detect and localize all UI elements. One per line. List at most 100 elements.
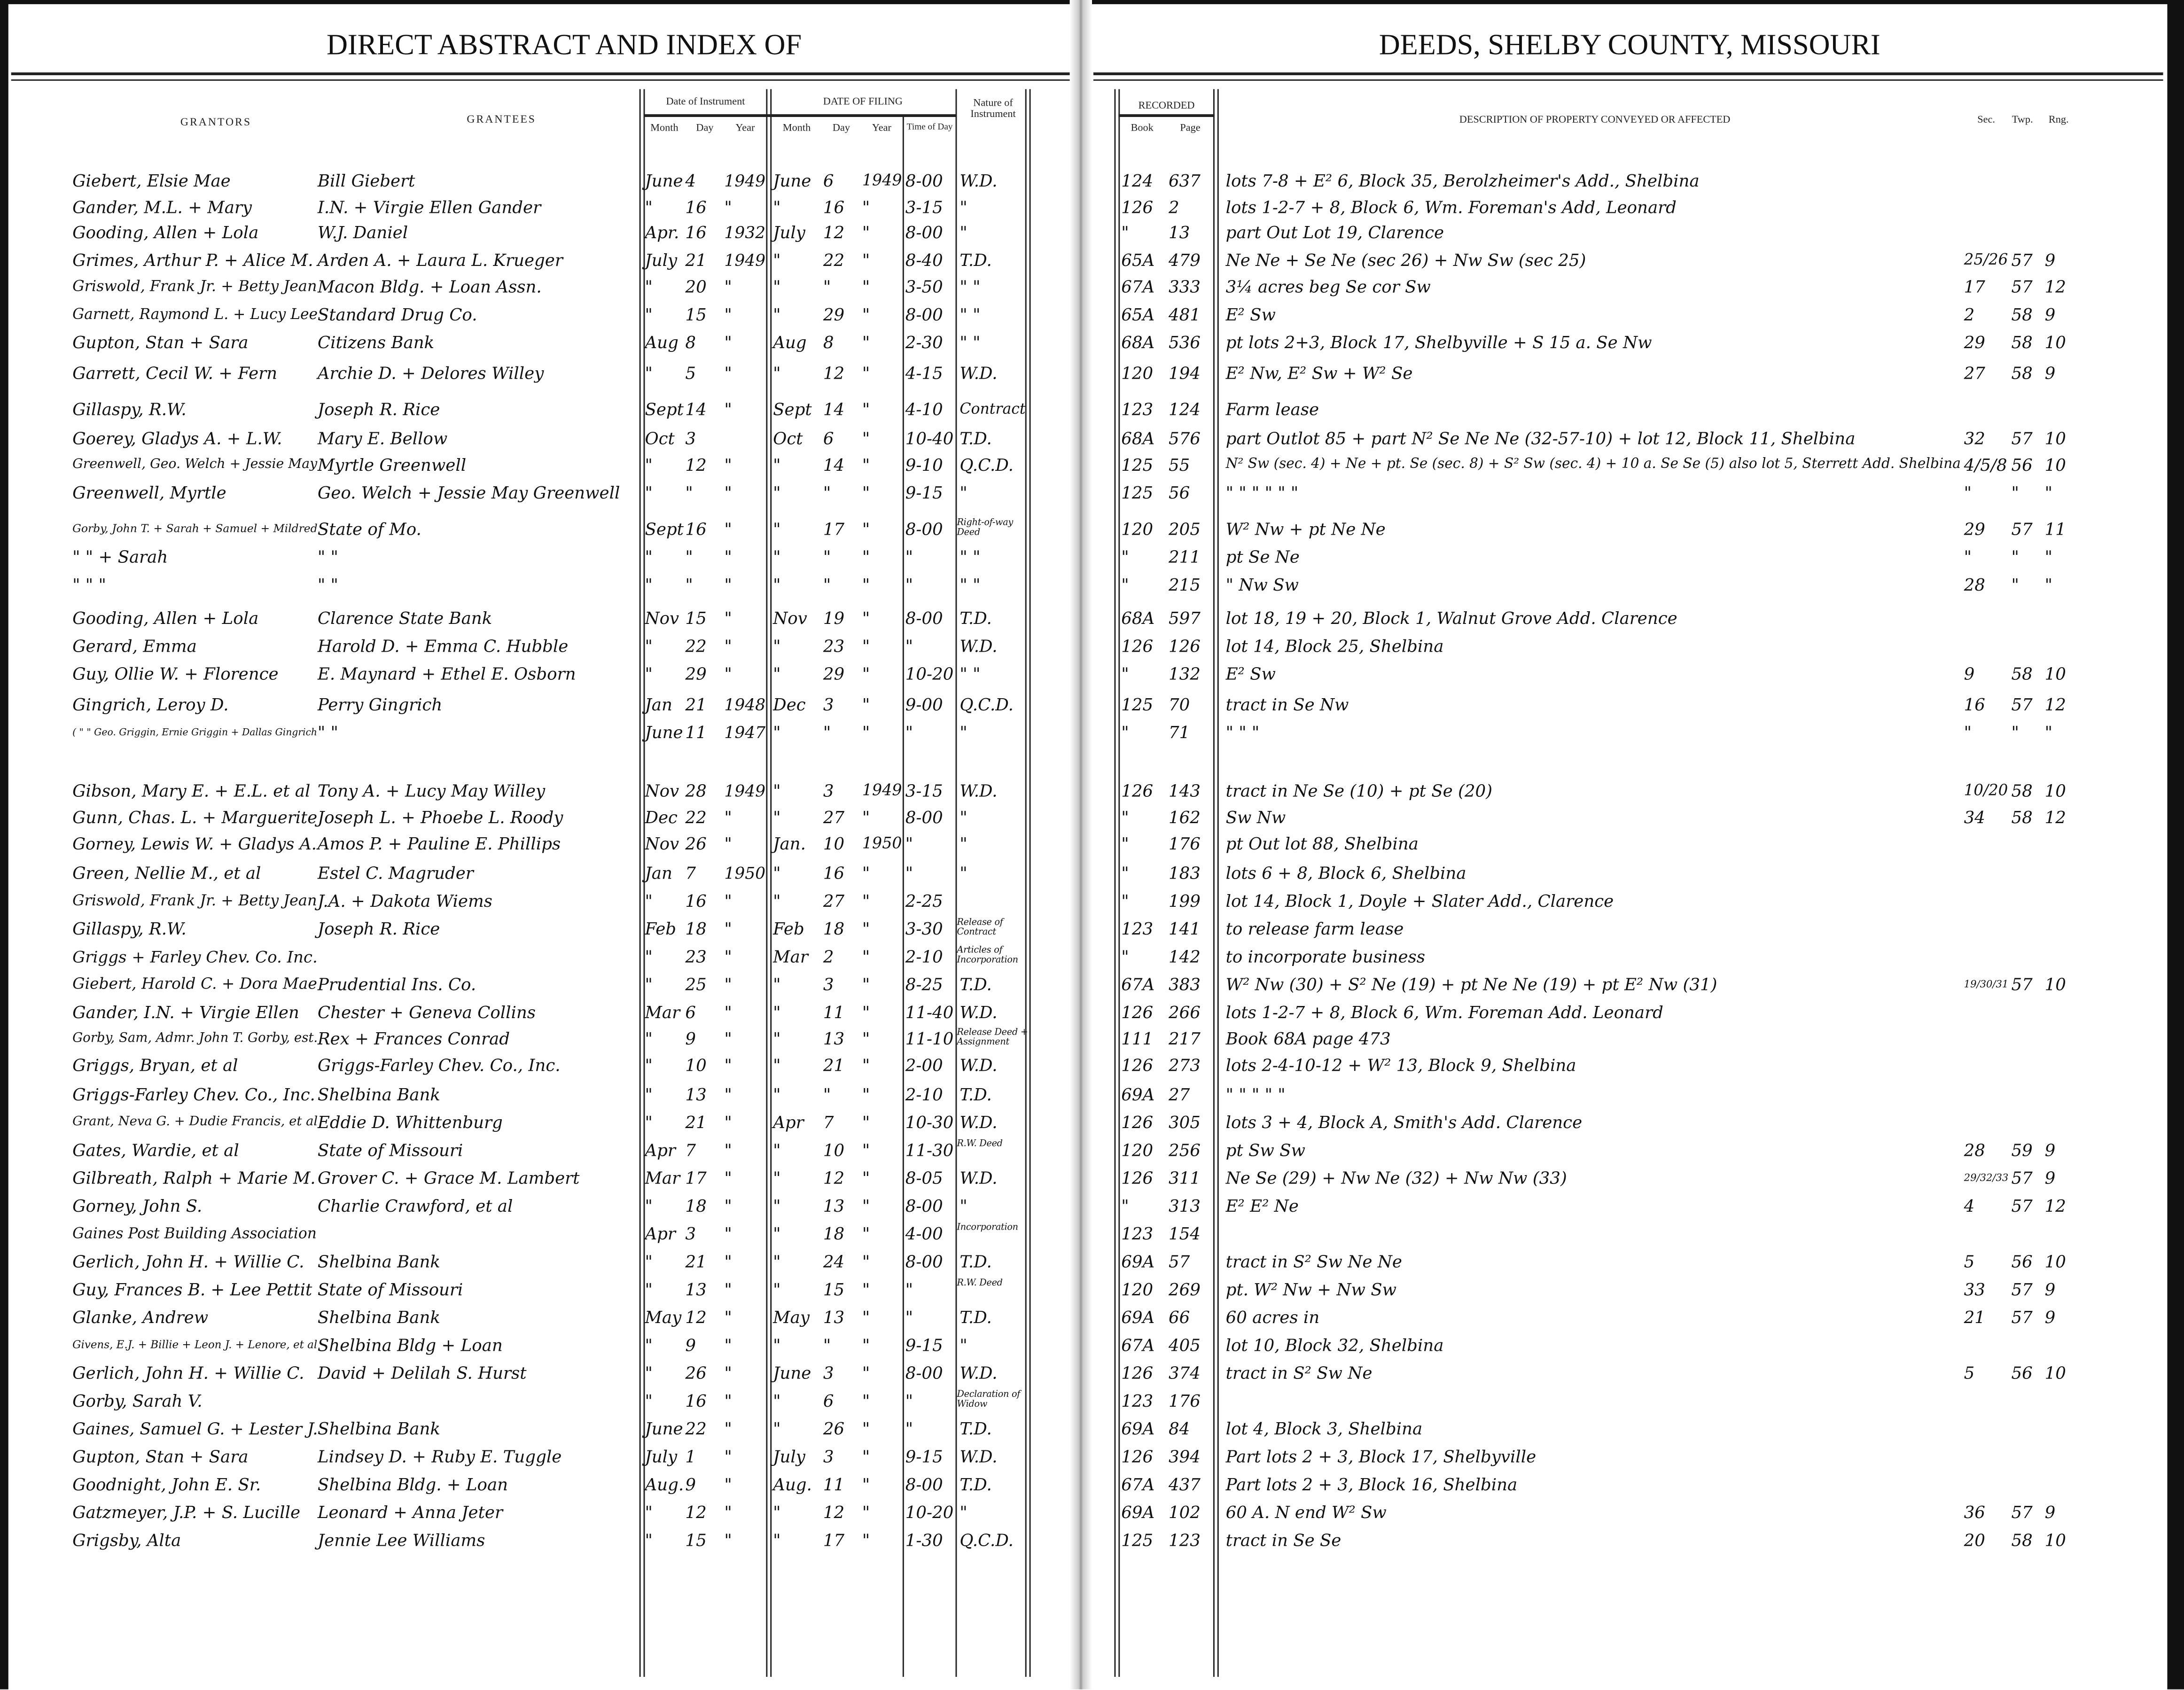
instrument-day-cell: 16: [685, 1391, 707, 1411]
description-cell: E² Nw, E² Sw + W² Se: [1225, 363, 1413, 383]
grantor-cell: Grant, Neva G. + Dudie Francis, et al: [72, 1114, 318, 1130]
table-row: Gander, M.L. + Mary I.N. + Virgie Ellen G…: [0, 194, 2184, 221]
twp-cell: 58: [2011, 363, 2033, 383]
nature-cell: T.D.: [959, 608, 992, 628]
sec-cell: [1964, 167, 2009, 195]
page-cell: 394: [1169, 1447, 1201, 1467]
page-cell: 269: [1169, 1280, 1201, 1300]
table-row: Griggs-Farley Chev. Co., Inc. Shelbina Ba…: [0, 1081, 2184, 1108]
rng-cell: 10: [2044, 664, 2066, 684]
nature-cell: R.W. Deed: [957, 1277, 1003, 1288]
filing-year-cell: ": [862, 808, 870, 827]
filing-day-cell: ": [823, 723, 831, 742]
page-cell: 141: [1169, 919, 1201, 939]
instrument-day-cell: ": [685, 547, 693, 567]
rng-cell: 9: [2044, 250, 2056, 271]
table-row: Gillaspy, R.W. Joseph R. Rice Feb 18 " Feb 18 "…: [0, 915, 2184, 943]
title-rule: [11, 79, 1070, 81]
instrument-month-cell: Mar: [645, 1168, 680, 1188]
filing-day-cell: 17: [823, 519, 845, 539]
grantee-cell: Myrtle Greenwell: [317, 455, 467, 475]
description-cell: to release farm lease: [1225, 919, 1404, 939]
book-cell: 67A: [1121, 1475, 1155, 1495]
filing-day-cell: 13: [823, 1308, 845, 1327]
grantor-cell: Gillaspy, R.W.: [72, 399, 187, 420]
table-row: Guy, Frances B. + Lee Pettit State of Mis…: [0, 1276, 2184, 1303]
instrument-month-cell: ": [645, 197, 653, 218]
time-of-day-cell: ": [905, 636, 913, 656]
page-cell: 132: [1169, 664, 1201, 684]
grantor-cell: Gorby, Sarah V.: [72, 1391, 203, 1411]
nature-cell: T.D.: [959, 429, 992, 449]
grantor-cell: Gibson, Mary E. + E.L. et al: [72, 781, 311, 801]
filing-year-cell: ": [862, 547, 870, 567]
nature-cell: ": [959, 863, 967, 883]
book-cell: 126: [1121, 636, 1154, 656]
date-of-instrument-header: Date of Instrument: [666, 94, 745, 108]
time-of-day-cell: 4-10: [905, 399, 943, 420]
twp-cell: [2011, 1051, 2042, 1079]
grantee-cell: Joseph R. Rice: [317, 919, 440, 939]
filing-year-cell: ": [862, 519, 870, 539]
sec-cell: 4/5/8: [1964, 455, 2007, 475]
filing-year-cell: ": [862, 1335, 870, 1355]
description-cell: pt Out lot 88, Shelbina: [1225, 834, 1419, 854]
grantor-cell: Gunn, Chas. L. + Marguerite: [72, 808, 318, 827]
instrument-month-cell: ": [645, 636, 653, 656]
grantee-cell: Joseph L. + Phoebe L. Roody: [317, 808, 563, 827]
instrument-year-cell: ": [724, 1029, 732, 1049]
filing-month-cell: ": [773, 575, 781, 595]
filing-month-cell: Jan.: [773, 834, 806, 854]
filing-month-cell: July: [773, 1447, 805, 1467]
instrument-month-cell: July: [645, 1447, 678, 1467]
table-row: Gaines Post Building Association Apr 3 " " 18…: [0, 1220, 2184, 1248]
book-cell: 123: [1121, 399, 1154, 420]
time-of-day-header: Time of Day: [906, 122, 953, 132]
filing-day-cell: 7: [823, 1113, 834, 1132]
twp-cell: 58: [2011, 808, 2033, 827]
instrument-year-cell: ": [724, 399, 732, 420]
sec-cell: [1964, 605, 2009, 632]
rng-cell: 9: [2044, 305, 2056, 325]
page-cell: 123: [1169, 1530, 1201, 1550]
filing-month-cell: ": [773, 455, 781, 475]
column-rule: [770, 89, 772, 1677]
filing-month-cell: Oct: [773, 429, 803, 449]
page-cell: 176: [1169, 834, 1201, 854]
grantor-cell: Gorby, Sam, Admr. John T. Gorby, est.: [72, 1030, 318, 1046]
instrument-year-cell: ": [724, 834, 732, 854]
filing-year-cell: ": [862, 1308, 870, 1327]
instrument-year-cell: ": [724, 1085, 732, 1105]
column-rule: [1025, 89, 1027, 1677]
time-of-day-cell: 10-20: [905, 1503, 954, 1522]
filing-month-cell: ": [773, 1280, 781, 1300]
time-of-day-cell: ": [905, 834, 913, 854]
filing-day-cell: 15: [823, 1280, 845, 1300]
book-cell: 125: [1121, 483, 1154, 503]
filing-day-cell: ": [823, 1085, 831, 1105]
book-cell: ": [1121, 947, 1129, 967]
filing-day-cell: 17: [823, 1530, 845, 1550]
twp-cell: [2011, 167, 2042, 195]
time-of-day-cell: 8-25: [905, 975, 943, 995]
filing-year-cell: ": [862, 863, 870, 883]
sec-cell: 36: [1964, 1503, 1985, 1522]
filing-day-cell: 12: [823, 1168, 845, 1188]
sec-cell: 20: [1964, 1530, 1985, 1550]
grantor-cell: Greenwell, Myrtle: [72, 483, 226, 503]
filing-day-cell: 6: [823, 429, 834, 449]
rng-cell: [2045, 218, 2081, 246]
page-cell: 27: [1169, 1085, 1190, 1105]
instrument-month-cell: ": [645, 1391, 653, 1411]
description-cell: pt Sw Sw: [1225, 1140, 1305, 1160]
sec-cell: 5: [1964, 1252, 1975, 1272]
page-cell: 205: [1169, 519, 1201, 539]
instrument-month-cell: ": [645, 1335, 653, 1355]
instrument-year-cell: ": [724, 519, 732, 539]
filing-month-cell: ": [773, 483, 781, 503]
page-cell: 102: [1169, 1503, 1201, 1522]
table-row: Gibson, Mary E. + E.L. et al Tony A. + Lu…: [0, 777, 2184, 805]
grantor-cell: Givens, E.J. + Billie + Leon J. + Lenore…: [72, 1338, 318, 1351]
instrument-year-cell: ": [724, 919, 732, 939]
filing-day-cell: 23: [823, 636, 845, 656]
